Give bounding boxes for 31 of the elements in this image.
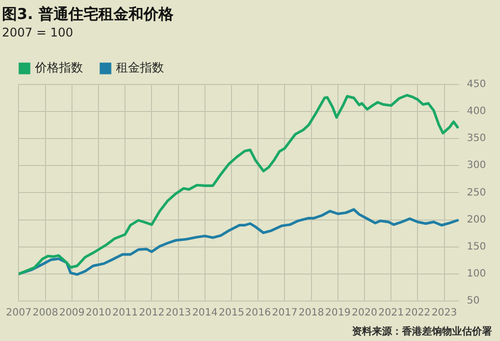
text: 资料来源：香港差饷物业估价署 bbox=[352, 326, 492, 338]
x-tick-label: 2011 bbox=[112, 308, 138, 319]
x-tick-label: 2012 bbox=[138, 308, 164, 319]
x-tick-label: 2007 bbox=[6, 308, 32, 319]
y-tick-label: 300 bbox=[466, 160, 486, 172]
x-tick-label: 2013 bbox=[166, 308, 192, 319]
x-tick-label: 2021 bbox=[378, 308, 404, 319]
x-tick-label: 2008 bbox=[32, 308, 58, 319]
legend-label: 价格指数 bbox=[34, 60, 83, 75]
x-tick-label: 2019 bbox=[325, 308, 351, 319]
y-tick-label: 50 bbox=[466, 296, 480, 307]
y-tick-label: 100 bbox=[466, 268, 486, 280]
y-tick-label: 400 bbox=[466, 106, 486, 118]
y-tick-label: 250 bbox=[466, 187, 486, 198]
x-tick-label: 2015 bbox=[218, 308, 244, 319]
y-tick-label: 200 bbox=[466, 214, 486, 226]
chart-subtitle: 2007 = 100 bbox=[2, 25, 74, 40]
x-tick-label: 2023 bbox=[432, 308, 458, 319]
y-tick-label: 350 bbox=[466, 133, 486, 144]
x-tick-label: 2010 bbox=[86, 308, 112, 319]
x-tick-label: 2009 bbox=[59, 308, 85, 319]
x-tick-label: 2014 bbox=[192, 308, 218, 319]
x-tick-label: 2022 bbox=[404, 308, 430, 319]
legend-label: 租金指数 bbox=[116, 60, 164, 75]
x-tick-label: 2017 bbox=[272, 308, 298, 319]
y-tick-label: 450 bbox=[466, 78, 486, 90]
x-tick-label: 2018 bbox=[298, 308, 324, 319]
chart-title: 图3. 普通住宅租金和价格 bbox=[2, 4, 174, 23]
x-tick-label: 2020 bbox=[352, 308, 378, 319]
y-tick-label: 150 bbox=[466, 241, 486, 252]
x-tick-label: 2016 bbox=[245, 308, 271, 319]
